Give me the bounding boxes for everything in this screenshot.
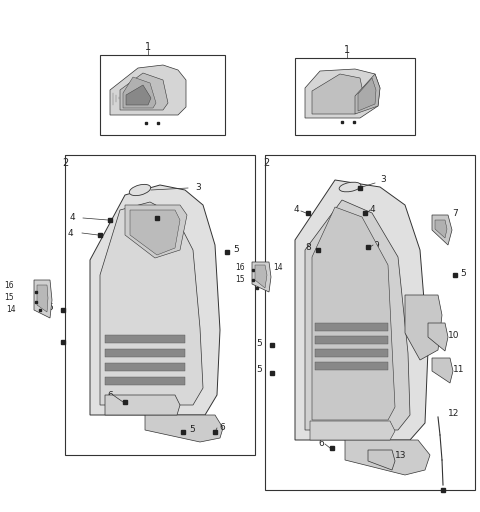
Polygon shape <box>368 450 395 470</box>
Text: 13: 13 <box>395 451 407 459</box>
Text: 8: 8 <box>305 243 311 251</box>
Text: 16: 16 <box>4 281 14 289</box>
Polygon shape <box>105 395 180 415</box>
Text: 5: 5 <box>233 245 239 254</box>
Polygon shape <box>435 220 447 238</box>
Polygon shape <box>312 207 395 420</box>
Polygon shape <box>432 358 453 383</box>
Bar <box>65 155 255 455</box>
Polygon shape <box>315 323 388 331</box>
Polygon shape <box>100 202 203 405</box>
Text: 15: 15 <box>4 293 14 303</box>
Polygon shape <box>90 185 220 415</box>
Text: 6: 6 <box>107 391 113 399</box>
Polygon shape <box>295 180 428 440</box>
Polygon shape <box>405 295 442 360</box>
Text: 15: 15 <box>235 275 245 285</box>
Text: 16: 16 <box>235 263 245 271</box>
Polygon shape <box>145 415 223 442</box>
Text: 3: 3 <box>380 176 386 184</box>
Text: 4: 4 <box>70 214 75 223</box>
Polygon shape <box>105 335 185 343</box>
Polygon shape <box>125 205 187 258</box>
Polygon shape <box>358 78 376 111</box>
Text: 5: 5 <box>256 338 262 348</box>
Text: 2: 2 <box>263 158 269 168</box>
Text: 4: 4 <box>67 228 73 238</box>
Polygon shape <box>355 74 380 114</box>
Text: 6: 6 <box>219 423 225 433</box>
Polygon shape <box>34 280 52 318</box>
Text: 1: 1 <box>344 45 350 55</box>
Text: 12: 12 <box>448 409 459 417</box>
Text: 4: 4 <box>370 205 376 215</box>
Polygon shape <box>315 336 388 344</box>
Text: 4: 4 <box>167 211 173 221</box>
Polygon shape <box>305 69 380 118</box>
Ellipse shape <box>339 182 361 192</box>
Text: 5: 5 <box>189 425 195 435</box>
Polygon shape <box>37 285 48 312</box>
Polygon shape <box>428 323 448 351</box>
Polygon shape <box>126 85 151 105</box>
Polygon shape <box>252 262 271 292</box>
Text: 3: 3 <box>195 183 201 193</box>
Polygon shape <box>312 74 365 114</box>
Polygon shape <box>130 210 180 255</box>
Bar <box>100 55 225 135</box>
Text: 4: 4 <box>294 205 300 215</box>
Bar <box>265 155 475 490</box>
Polygon shape <box>432 215 452 245</box>
Text: 9: 9 <box>373 241 379 249</box>
Ellipse shape <box>129 184 151 196</box>
Polygon shape <box>315 349 388 357</box>
Polygon shape <box>315 362 388 370</box>
Text: 5: 5 <box>256 366 262 374</box>
Text: 6: 6 <box>318 438 324 447</box>
Polygon shape <box>255 265 267 288</box>
Text: 1: 1 <box>145 42 151 52</box>
Polygon shape <box>105 363 185 371</box>
Polygon shape <box>305 200 410 430</box>
Polygon shape <box>110 65 186 115</box>
Polygon shape <box>310 421 395 440</box>
Polygon shape <box>345 440 430 475</box>
Polygon shape <box>120 73 168 110</box>
Text: 10: 10 <box>448 331 459 339</box>
Polygon shape <box>105 349 185 357</box>
Bar <box>295 58 415 135</box>
Text: 7: 7 <box>452 208 458 218</box>
Text: 5: 5 <box>460 268 466 278</box>
Polygon shape <box>123 77 156 108</box>
Polygon shape <box>105 377 185 385</box>
Text: 14: 14 <box>6 306 16 314</box>
Text: 2: 2 <box>62 158 68 168</box>
Text: 11: 11 <box>453 366 465 374</box>
Text: 14: 14 <box>273 263 283 271</box>
Text: 5: 5 <box>47 304 53 312</box>
